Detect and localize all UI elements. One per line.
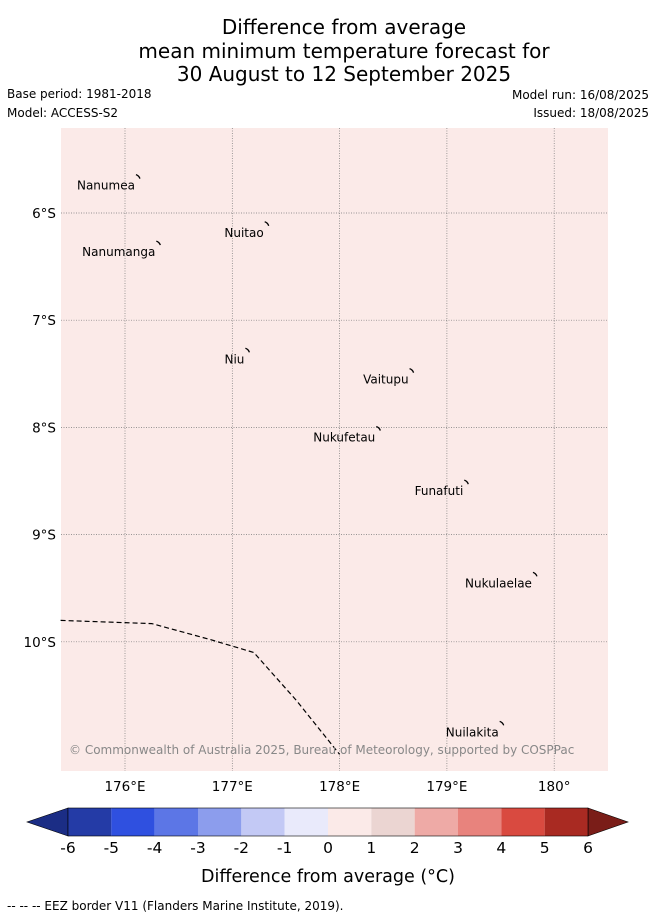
place-marker: Nukulaelae <box>465 571 538 590</box>
colorbar-tick-label: 4 <box>496 839 506 857</box>
colorbar-swatch <box>458 808 502 836</box>
colorbar-frame <box>67 807 589 837</box>
colorbar-tick-label: 5 <box>540 839 550 857</box>
place-marker: Nanumanga <box>82 240 161 259</box>
lat-tick-label: 6°S <box>32 206 56 222</box>
eez-border <box>60 619 341 755</box>
colorbar-swatch <box>501 808 545 836</box>
place-marker: Nukufetau <box>313 425 381 445</box>
island-outline <box>532 571 538 577</box>
colorbar-swatch <box>111 808 155 836</box>
title-line-2: mean minimum temperature forecast for <box>138 38 550 63</box>
eez-legend: -- -- -- EEZ border V11 (Flanders Marine… <box>7 899 344 913</box>
place-marker: Nuilakita <box>446 720 505 739</box>
lat-tick-label: 10°S <box>24 635 57 651</box>
colorbar-swatch <box>284 808 328 836</box>
lon-tick-label: 180° <box>538 779 571 795</box>
place-label: Nuitao <box>224 226 263 240</box>
lon-tick-label: 178°E <box>319 779 360 795</box>
place-label: Vaitupu <box>363 373 409 387</box>
colorbar-tick-label: 6 <box>583 839 593 857</box>
title-line-1: Difference from average <box>221 15 467 39</box>
colorbar-tick-label: 1 <box>366 839 376 857</box>
colorbar-tick-label: -4 <box>147 839 162 857</box>
island-outline <box>464 479 469 485</box>
island-outline <box>499 720 505 726</box>
copyright-notice: © Commonwealth of Australia 2025, Bureau… <box>69 743 574 757</box>
title-line-3: 30 August to 12 September 2025 <box>176 62 512 86</box>
map-background <box>61 128 608 771</box>
place-label: Nukufetau <box>313 431 375 445</box>
colorbar-swatch <box>68 808 112 836</box>
island-outline <box>135 174 141 179</box>
base-period: Base period: 1981-2018 <box>7 87 152 101</box>
place-label: Niu <box>224 352 244 366</box>
place-label: Nuilakita <box>446 725 499 739</box>
place-marker: Nanumea <box>77 174 141 193</box>
colorbar-swatch <box>241 808 285 836</box>
colorbar-tick-label: -1 <box>277 839 292 857</box>
place-label: Nukulaelae <box>465 576 532 590</box>
island-outline <box>376 425 381 431</box>
model-name: Model: ACCESS-S2 <box>7 106 119 120</box>
colorbar-tick-label: -3 <box>190 839 205 857</box>
issued-date: Issued: 18/08/2025 <box>533 106 649 120</box>
colorbar-label: Difference from average (°C) <box>201 867 455 887</box>
lat-tick-label: 8°S <box>32 420 56 436</box>
map-area[interactable]: 176°E 177°E 178°E 179°E 180° 6°S 7°S 8°S 9°S 10°S… <box>24 128 609 795</box>
lon-tick-label: 179°E <box>426 779 467 795</box>
lon-tick-label: 176°E <box>104 779 145 795</box>
colorbar-tick-label: -2 <box>234 839 249 857</box>
lat-tick-label: 7°S <box>32 313 56 329</box>
colorbar: -6 -5 -4 -3 -2 -1 0 1 2 3 4 5 6 Difference from avera… <box>26 807 629 887</box>
colorbar-over-arrow <box>587 807 629 837</box>
place-marker: Funafuti <box>415 479 469 498</box>
chart-title: Difference from average mean minimum tem… <box>0 15 655 87</box>
island-outline <box>409 368 415 373</box>
colorbar-swatch <box>544 808 588 836</box>
lon-tick-label: 177°E <box>212 779 253 795</box>
colorbar-swatch <box>414 808 458 836</box>
place-marker: Niu <box>224 347 251 366</box>
colorbar-tick-label: 2 <box>410 839 420 857</box>
colorbar-tick-label: -5 <box>104 839 119 857</box>
colorbar-tick-label: 3 <box>453 839 463 857</box>
lat-tick-label: 9°S <box>32 528 56 544</box>
colorbar-tick-label: 0 <box>323 839 333 857</box>
island-outline <box>245 347 251 353</box>
colorbar-swatch <box>154 808 198 836</box>
island-outline <box>264 221 270 227</box>
colorbar-swatch <box>198 808 242 836</box>
model-run: Model run: 16/08/2025 <box>511 88 649 102</box>
place-label: Nanumanga <box>82 245 155 259</box>
island-outline <box>156 240 161 246</box>
colorbar-under-arrow <box>26 807 69 837</box>
colorbar-swatch <box>328 808 372 836</box>
colorbar-swatch <box>371 808 415 836</box>
colorbar-tick-label: -6 <box>60 839 75 857</box>
place-label: Nanumea <box>77 179 135 193</box>
place-label: Funafuti <box>415 484 464 498</box>
place-marker: Nuitao <box>224 221 270 240</box>
place-marker: Vaitupu <box>363 368 415 387</box>
